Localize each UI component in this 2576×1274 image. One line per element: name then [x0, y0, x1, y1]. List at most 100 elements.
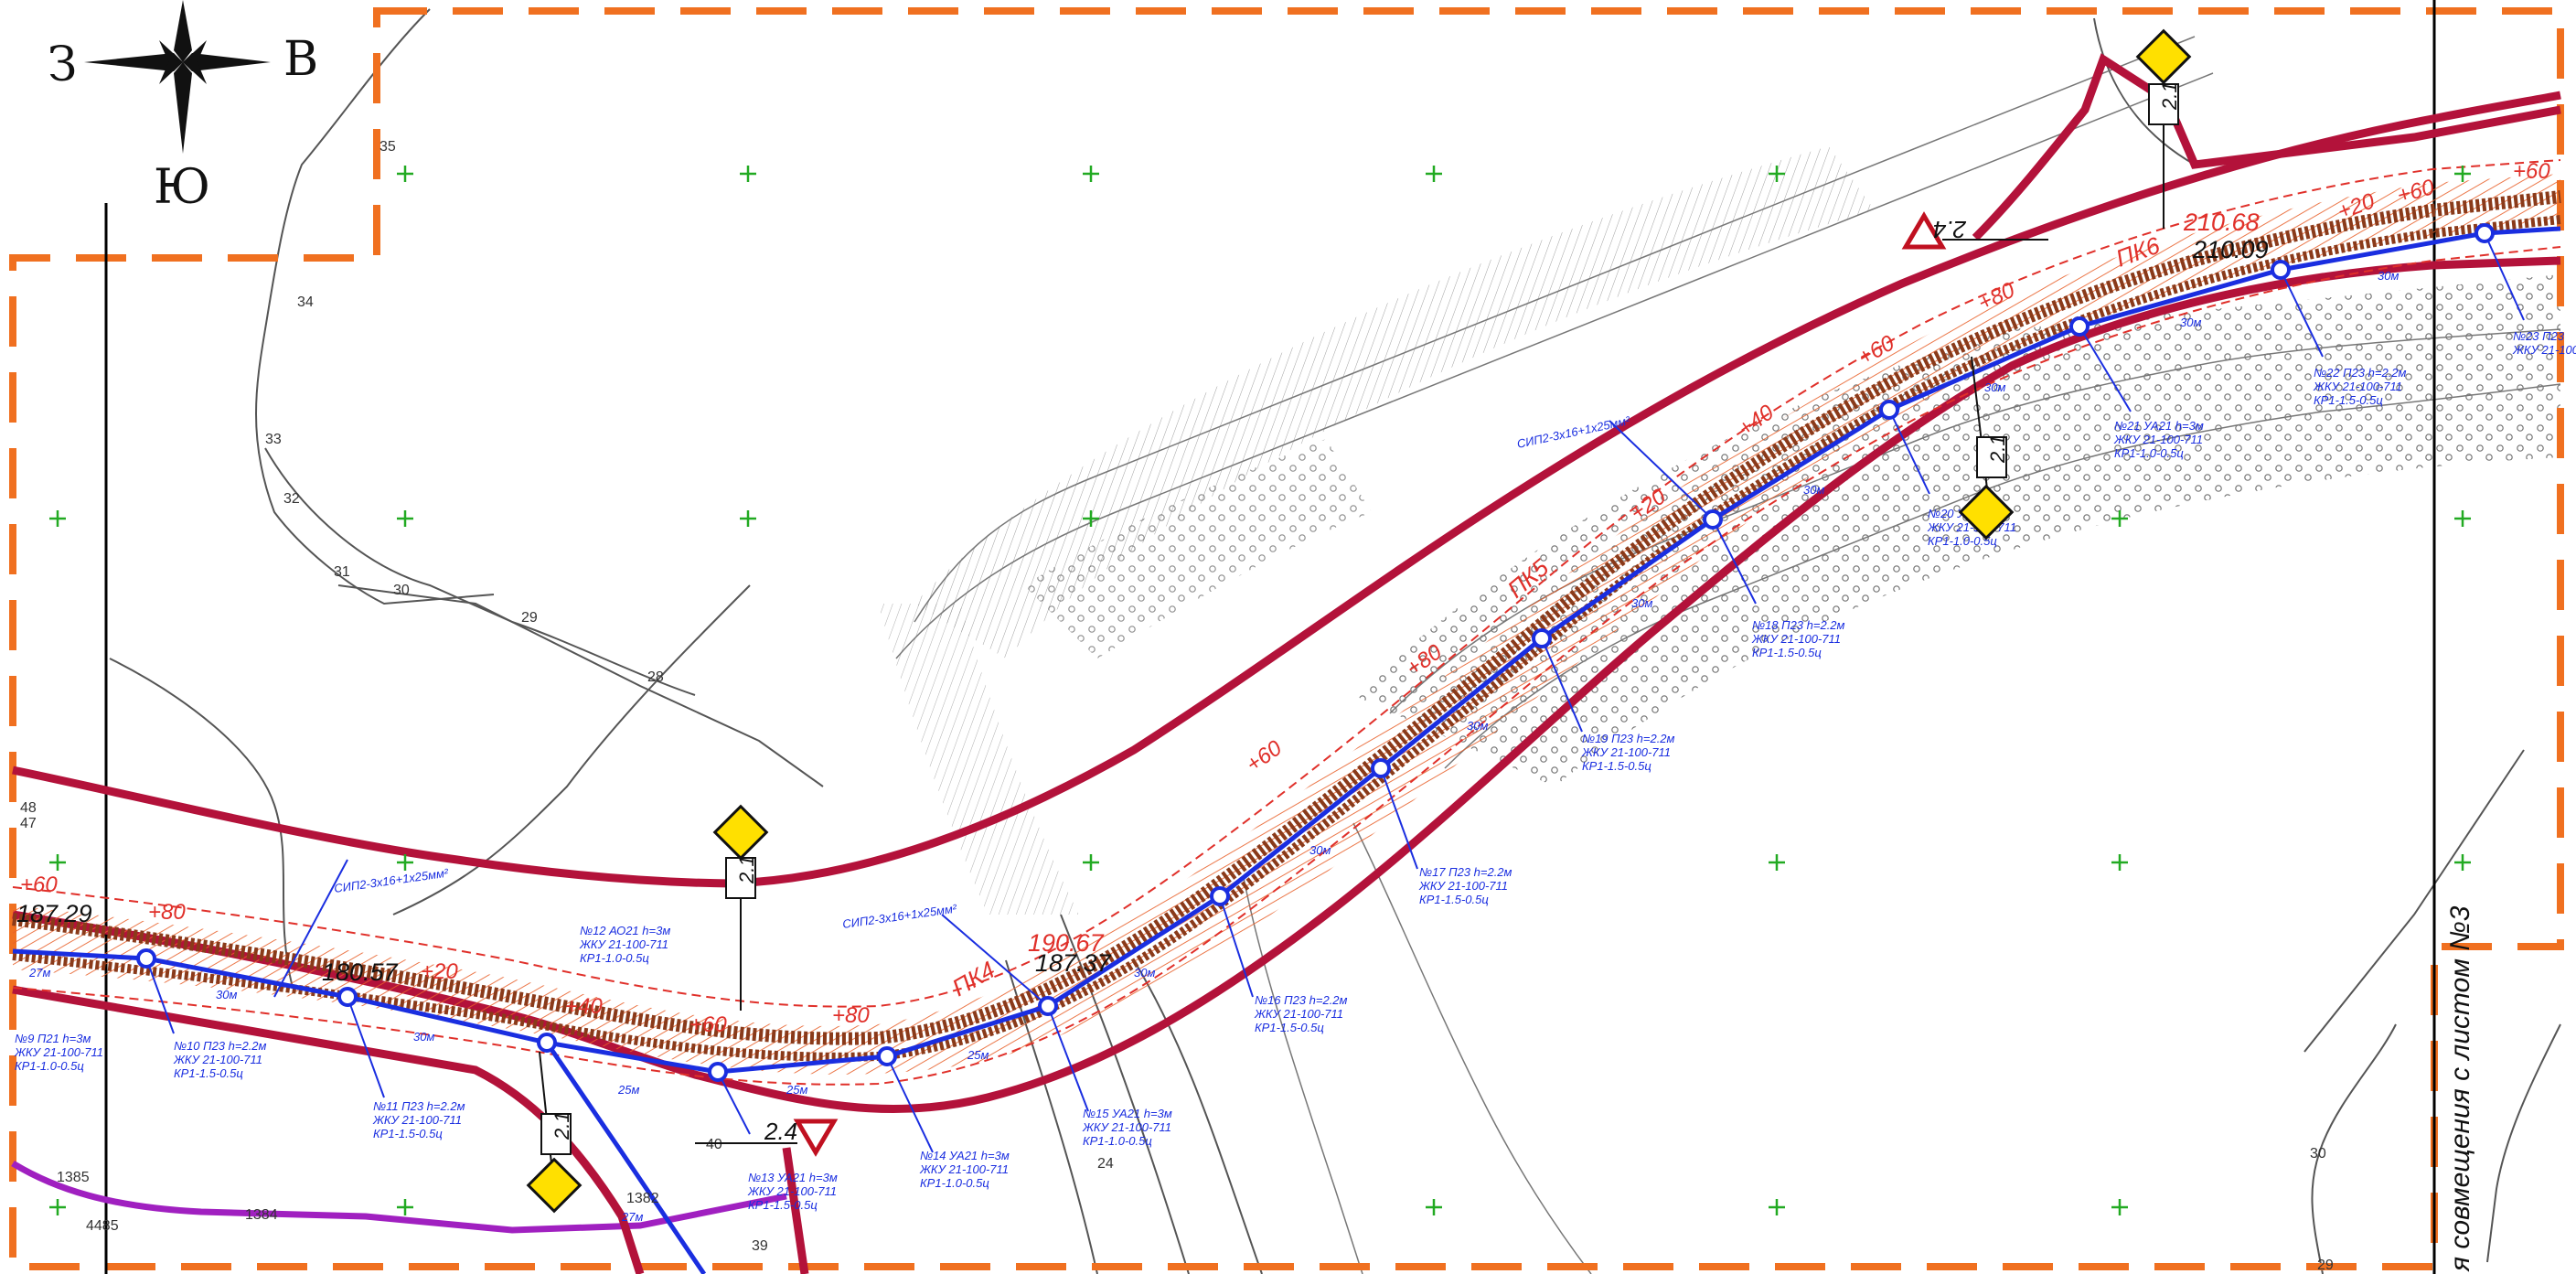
svg-text:КР1-1.0-0.5ц: КР1-1.0-0.5ц: [1928, 534, 1997, 548]
road-signs: 2.1 2.1 2.1 2.1 2.4 2.4: [526, 28, 2192, 1214]
offset-label: +40: [565, 994, 603, 1019]
svg-text:ЖКУ 21-100-711: ЖКУ 21-100-711: [14, 1045, 103, 1059]
priority-sign: 2.1: [712, 804, 769, 1011]
span-label: 30м: [2378, 269, 2399, 283]
svg-text:ЖКУ 21-100-711: ЖКУ 21-100-711: [1751, 632, 1841, 646]
svg-text:№10 П23 h=2.2м: №10 П23 h=2.2м: [174, 1039, 267, 1053]
contour-label: 29: [521, 610, 538, 626]
pole-marker: [1371, 758, 1391, 778]
svg-text:ЖКУ 21-100-711: ЖКУ 21-100-711: [747, 1184, 837, 1198]
elevation-mark: 187.37: [1035, 949, 1112, 977]
contour-label: 30: [2310, 1146, 2326, 1162]
svg-text:КР1-1.5-0.5ц: КР1-1.5-0.5ц: [2314, 393, 2383, 407]
contour-label: 4485: [86, 1218, 119, 1234]
svg-text:КР1-1.5-0.5ц: КР1-1.5-0.5ц: [174, 1066, 243, 1080]
pole-marker: [136, 948, 156, 969]
road-carriageway: [12, 190, 2561, 1062]
pole-marker: [337, 987, 358, 1007]
slope-hatching: [878, 146, 2560, 915]
pole-marker: [877, 1046, 897, 1066]
svg-text:№12 АО21 h=3м: №12 АО21 h=3м: [580, 924, 670, 937]
sign-code: 2.1: [550, 1111, 573, 1140]
contour-label: 40: [706, 1137, 722, 1152]
span-label: 27м: [621, 1210, 643, 1224]
svg-text:ЖКУ 21-100-711: ЖКУ 21-100-711: [579, 937, 668, 951]
offset-label: +60: [20, 873, 58, 897]
span-label: 30м: [1631, 596, 1652, 610]
elevation-mark: 180.57: [322, 958, 399, 986]
svg-text:ЖКУ 21-100-711: ЖКУ 21-100-711: [2512, 343, 2576, 357]
span-label: 30м: [1134, 966, 1155, 980]
elevation-mark: 187.29: [16, 900, 92, 927]
svg-text:КР1-1.0-0.5ц: КР1-1.0-0.5ц: [2114, 446, 2184, 460]
svg-text:ЖКУ 21-100-711: ЖКУ 21-100-711: [919, 1162, 1009, 1176]
contour-label: 39: [752, 1238, 768, 1254]
contour-label: 32: [283, 491, 300, 507]
svg-text:№14 УА21 h=3м: №14 УА21 h=3м: [920, 1149, 1010, 1162]
sign-code: 2.1: [1986, 434, 2009, 464]
priority-sign: 2.1: [1958, 356, 2015, 541]
sign-code: 2.4: [1933, 216, 1967, 243]
contour-label: 31: [334, 564, 350, 580]
contour-label: 1384: [245, 1207, 278, 1223]
svg-text:ЖКУ 21-100-711: ЖКУ 21-100-711: [1082, 1120, 1171, 1134]
span-label: 30м: [1309, 843, 1331, 857]
pole-marker: [1532, 628, 1552, 648]
span-label: 25м: [786, 1083, 807, 1097]
svg-text:ЖКУ 21-100-711: ЖКУ 21-100-711: [1581, 745, 1671, 759]
contour-label: 48: [20, 800, 37, 816]
svg-text:КР1-1.5-0.5ц: КР1-1.5-0.5ц: [373, 1127, 443, 1140]
svg-text:КР1-1.5-0.5ц: КР1-1.5-0.5ц: [1419, 893, 1489, 906]
warning-sign: 2.4: [1901, 211, 2048, 250]
svg-text:№18 П23 h=2.2м: №18 П23 h=2.2м: [1752, 618, 1845, 632]
compass-star: [174, 0, 192, 62]
svg-text:ЖКУ 21-100-711: ЖКУ 21-100-711: [173, 1053, 262, 1066]
pole-marker: [1038, 996, 1058, 1016]
contour-labels: 35 34 33 32 31 30 29 28 48 47 40 39 24 1…: [20, 139, 2334, 1273]
contour-label: 24: [1097, 1156, 1114, 1172]
span-label: 30м: [413, 1030, 434, 1044]
pole-marker: [2069, 316, 2090, 337]
svg-text:№21 УА21 h=3м: №21 УА21 h=3м: [2114, 419, 2204, 433]
svg-text:КР1-1.5-0.5ц: КР1-1.5-0.5ц: [748, 1198, 818, 1212]
elevation-mark: 210.09: [2192, 236, 2269, 263]
span-label: 30м: [2180, 316, 2201, 329]
svg-text:КР1-1.5-0.5ц: КР1-1.5-0.5ц: [1255, 1021, 1324, 1034]
sign-code: 2.1: [735, 855, 758, 884]
sheet-boundary: [9, 7, 2564, 1270]
compass-east: В: [283, 32, 318, 87]
svg-text:№23 П23: №23 П23: [2513, 329, 2565, 343]
svg-text:КР1-1.0-0.5ц: КР1-1.0-0.5ц: [580, 951, 649, 965]
warning-sign: 2.4: [695, 1118, 839, 1157]
contour-label: 28: [647, 669, 664, 685]
svg-text:ЖКУ 21-100-711: ЖКУ 21-100-711: [1418, 879, 1508, 893]
svg-text:№19 П23 h=2.2м: №19 П23 h=2.2м: [1582, 732, 1675, 745]
pole-marker: [1879, 400, 1899, 420]
contour-label: 33: [265, 432, 282, 447]
contour-label: 30: [393, 583, 410, 598]
contour-label: 1382: [626, 1191, 659, 1206]
elevation-marks: 187.29 180.57 190.67 187.37 210.68 210.0…: [16, 209, 2269, 986]
offset-label: +80: [832, 1003, 870, 1028]
pole-marker: [1210, 886, 1230, 906]
span-label: 25м: [617, 1083, 639, 1097]
svg-text:№11 П23 h=2.2м: №11 П23 h=2.2м: [373, 1099, 465, 1113]
offset-label: +60: [2513, 159, 2550, 184]
pole-marker: [537, 1033, 557, 1053]
svg-text:КР1-1.5-0.5ц: КР1-1.5-0.5ц: [1582, 759, 1651, 773]
svg-text:ЖКУ 21-100-711: ЖКУ 21-100-711: [2113, 433, 2203, 446]
svg-text:КР1-1.0-0.5ц: КР1-1.0-0.5ц: [920, 1176, 989, 1190]
contour-label: 47: [20, 816, 37, 831]
